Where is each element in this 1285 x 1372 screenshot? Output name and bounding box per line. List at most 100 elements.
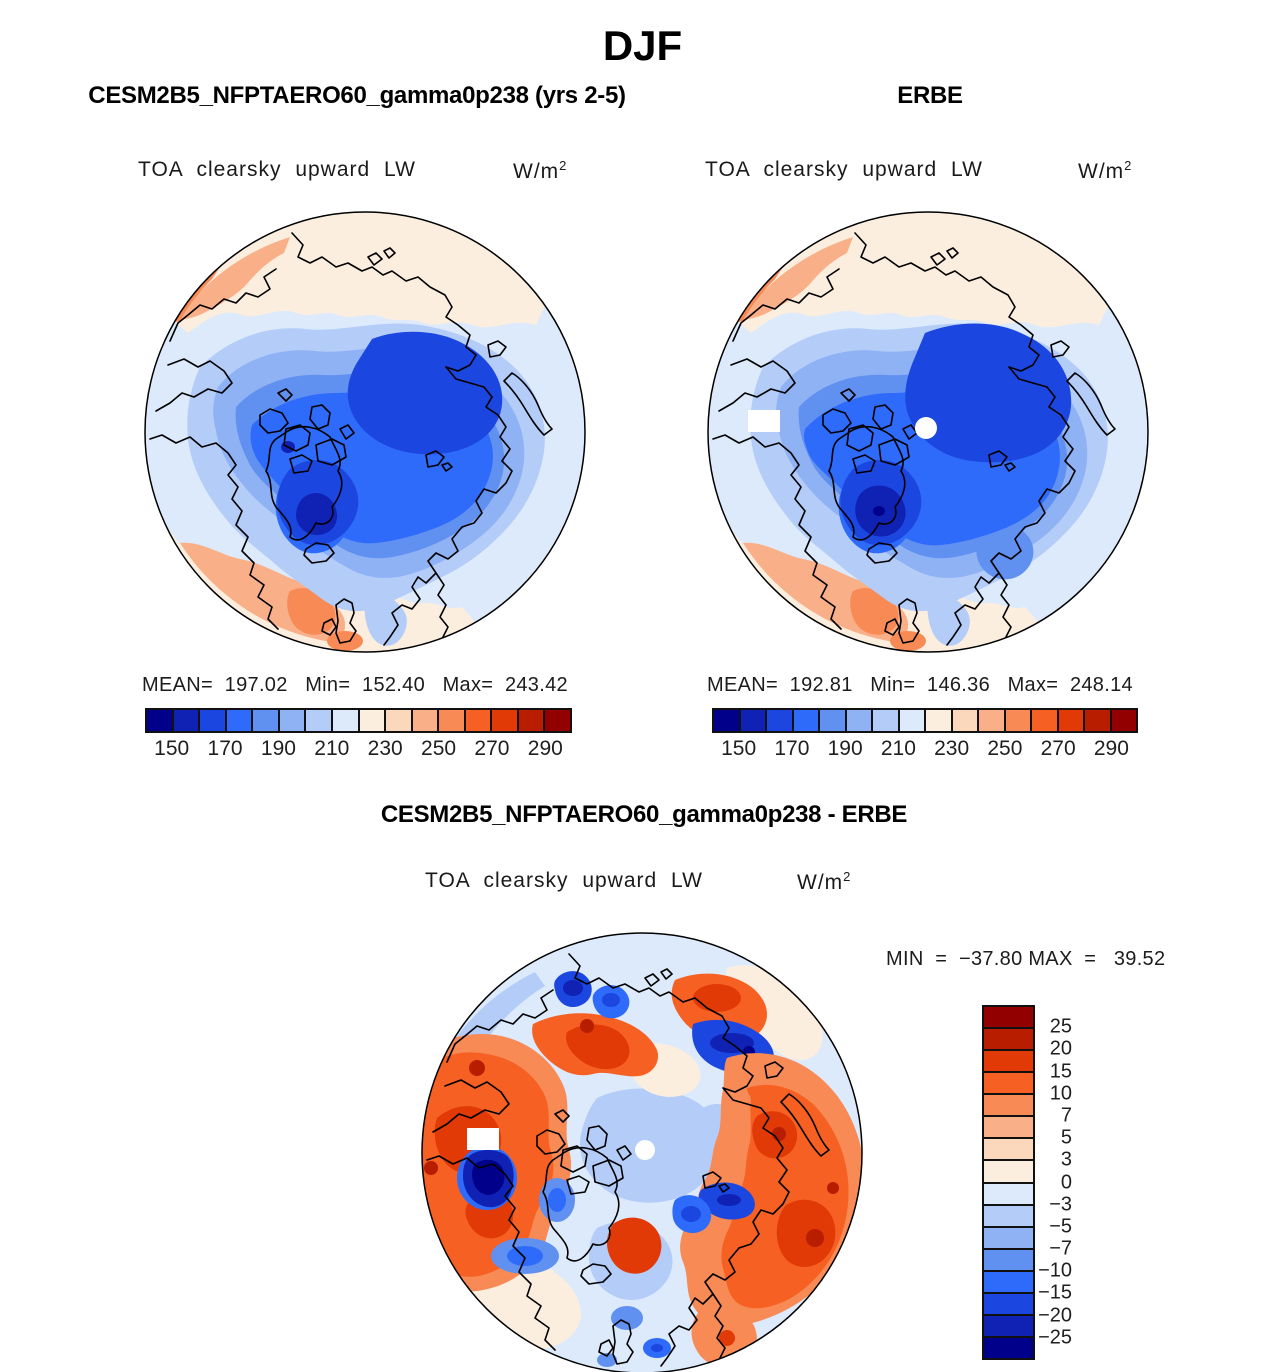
colorbar-tick-label: 7 bbox=[1060, 1104, 1072, 1127]
colorbar-tick-label: 230 bbox=[367, 737, 403, 760]
colorbar-cell bbox=[873, 710, 900, 731]
pole-hole bbox=[915, 417, 937, 439]
colorbar-tick-label: −3 bbox=[1049, 1193, 1072, 1216]
colorbar-cell bbox=[984, 1117, 1033, 1140]
erbe-field-label: TOA clearsky upward LW bbox=[705, 158, 983, 181]
colorbar-cell bbox=[767, 710, 794, 731]
erbe-colorbar-ticks: 150 170 190 210 230 250 270 290 bbox=[712, 737, 1138, 761]
colorbar-tick-label: 230 bbox=[934, 737, 970, 760]
colorbar-cell bbox=[492, 710, 519, 731]
colorbar-tick-label: 190 bbox=[260, 737, 296, 760]
colorbar-cell bbox=[279, 710, 307, 731]
colorbar-cell bbox=[926, 710, 953, 731]
colorbar-tick-label: 210 bbox=[314, 737, 350, 760]
colorbar-cell bbox=[984, 1337, 1033, 1358]
colorbar-cell bbox=[306, 710, 333, 731]
colorbar-tick-label: 0 bbox=[1060, 1171, 1072, 1193]
colorbar-cell bbox=[984, 1095, 1033, 1118]
colorbar-cell bbox=[793, 710, 820, 731]
model-panel-title: CESM2B5_NFPTAERO60_gamma0p238 (yrs 2-5) bbox=[88, 82, 626, 109]
erbe-stats-line: MEAN= 192.81 Min= 146.36 Max= 248.14 bbox=[707, 674, 1133, 696]
erbe-units-label: W/m2 bbox=[1078, 158, 1132, 183]
model-colorbar bbox=[145, 708, 572, 733]
colorbar-cell bbox=[386, 710, 413, 731]
colorbar-cell bbox=[984, 1161, 1033, 1184]
erbe-map-outline bbox=[707, 211, 1149, 653]
diff-minmax-line: MIN = −37.80 MAX = 39.52 bbox=[886, 948, 1166, 970]
colorbar-cell bbox=[984, 1205, 1033, 1228]
colorbar-cell bbox=[359, 710, 387, 731]
colorbar-tick-label: −15 bbox=[1038, 1281, 1072, 1304]
colorbar-cell bbox=[820, 710, 847, 731]
diff-field-label: TOA clearsky upward LW bbox=[425, 869, 703, 892]
colorbar-cell bbox=[518, 710, 546, 731]
colorbar-tick-label: 170 bbox=[774, 737, 810, 760]
colorbar-cell bbox=[979, 710, 1006, 731]
colorbar-cell bbox=[439, 710, 466, 731]
colorbar-cell bbox=[984, 1293, 1033, 1316]
model-map bbox=[144, 211, 586, 653]
model-colorbar-ticks: 150 170 190 210 230 250 270 290 bbox=[145, 737, 572, 761]
diff-colorbar bbox=[982, 1005, 1035, 1360]
colorbar-cell bbox=[545, 710, 570, 731]
diff-panel-title: CESM2B5_NFPTAERO60_gamma0p238 - ERBE bbox=[380, 801, 908, 828]
colorbar-tick-label: 270 bbox=[1040, 737, 1076, 760]
missing-data-box bbox=[467, 1128, 499, 1150]
colorbar-cell bbox=[1111, 710, 1136, 731]
colorbar-cell bbox=[899, 710, 926, 731]
colorbar-tick-label: 170 bbox=[207, 737, 243, 760]
colorbar-cell bbox=[1058, 710, 1085, 731]
colorbar-cell bbox=[984, 1029, 1033, 1052]
colorbar-cell bbox=[952, 710, 979, 731]
colorbar-cell bbox=[332, 710, 360, 731]
colorbar-tick-label: 290 bbox=[1093, 737, 1129, 760]
colorbar-tick-label: 250 bbox=[987, 737, 1023, 760]
colorbar-cell bbox=[984, 1227, 1033, 1250]
colorbar-cell bbox=[1085, 710, 1112, 731]
missing-data-box bbox=[748, 410, 780, 432]
colorbar-tick-label: −5 bbox=[1049, 1215, 1072, 1238]
diff-colorbar-ticks: 25 20 15 10 7 5 3 0 −3 −5 −7 −10 −15 −20 −25 bbox=[1012, 1005, 1072, 1360]
model-units-label: W/m2 bbox=[513, 158, 567, 183]
colorbar-tick-label: 5 bbox=[1060, 1126, 1072, 1149]
colorbar-cell bbox=[714, 710, 741, 731]
colorbar-tick-label: −25 bbox=[1038, 1326, 1072, 1349]
colorbar-cell bbox=[412, 710, 440, 731]
colorbar-cell bbox=[147, 710, 174, 731]
colorbar-cell bbox=[465, 710, 493, 731]
colorbar-tick-label: 290 bbox=[527, 737, 563, 760]
colorbar-tick-label: −20 bbox=[1038, 1304, 1072, 1327]
erbe-panel-title: ERBE bbox=[897, 82, 963, 109]
colorbar-tick-label: 10 bbox=[1049, 1082, 1072, 1105]
colorbar-tick-label: 20 bbox=[1049, 1037, 1072, 1060]
model-stats-line: MEAN= 197.02 Min= 152.40 Max= 243.42 bbox=[142, 674, 568, 696]
colorbar-cell bbox=[740, 710, 767, 731]
colorbar-cell bbox=[200, 710, 227, 731]
colorbar-tick-label: −10 bbox=[1038, 1259, 1072, 1282]
diff-units-label: W/m2 bbox=[797, 869, 851, 894]
colorbar-tick-label: 3 bbox=[1060, 1148, 1072, 1171]
model-map-outline bbox=[144, 211, 586, 653]
colorbar-cell bbox=[984, 1271, 1033, 1294]
colorbar-cell bbox=[984, 1007, 1033, 1030]
difference-map bbox=[421, 932, 863, 1372]
colorbar-tick-label: 25 bbox=[1049, 1015, 1072, 1038]
colorbar-tick-label: 190 bbox=[827, 737, 863, 760]
colorbar-cell bbox=[984, 1315, 1033, 1338]
colorbar-tick-label: −7 bbox=[1049, 1237, 1072, 1260]
erbe-colorbar bbox=[712, 708, 1138, 733]
colorbar-cell bbox=[173, 710, 201, 731]
colorbar-cell bbox=[984, 1051, 1033, 1074]
colorbar-cell bbox=[984, 1073, 1033, 1096]
colorbar-cell bbox=[846, 710, 873, 731]
erbe-map bbox=[707, 211, 1149, 653]
colorbar-cell bbox=[984, 1249, 1033, 1272]
colorbar-tick-label: 150 bbox=[154, 737, 190, 760]
colorbar-tick-label: 270 bbox=[474, 737, 510, 760]
colorbar-cell bbox=[253, 710, 280, 731]
colorbar-cell bbox=[1005, 710, 1032, 731]
difference-map-outline bbox=[421, 932, 863, 1372]
page-title: DJF bbox=[602, 22, 683, 69]
colorbar-tick-label: 210 bbox=[880, 737, 916, 760]
pole-hole bbox=[635, 1140, 655, 1160]
